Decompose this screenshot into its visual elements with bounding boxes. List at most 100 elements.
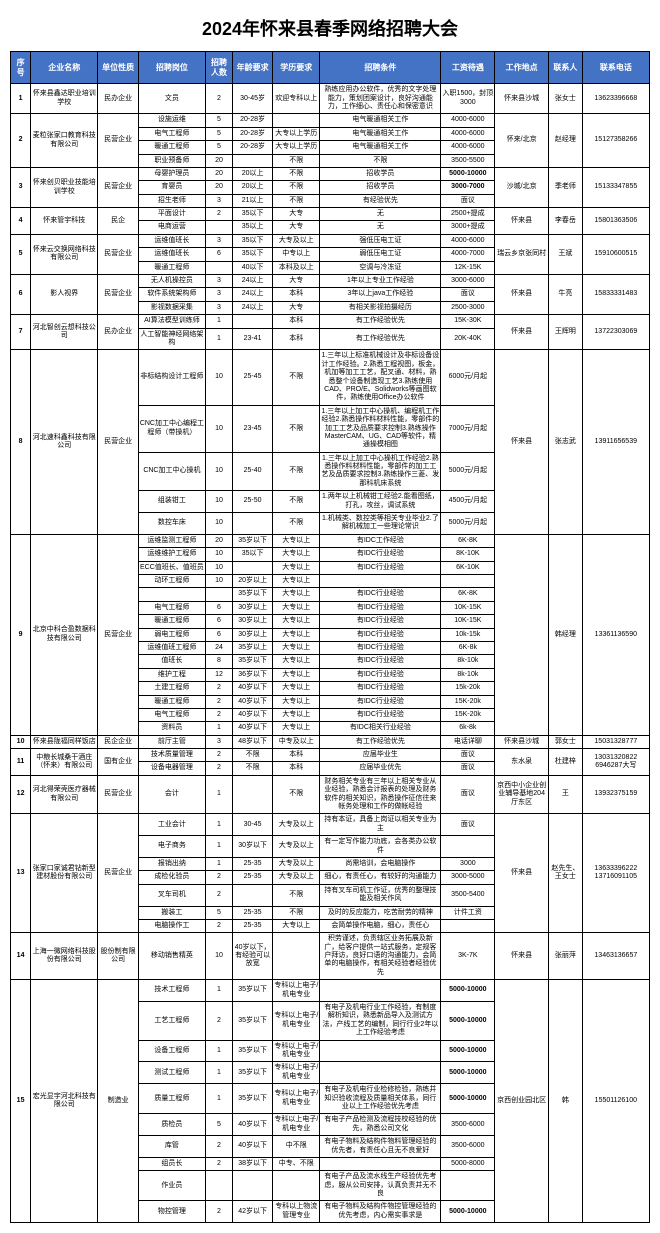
cell: 大专以上 — [273, 561, 320, 574]
cell: 10 — [206, 933, 233, 980]
cell: 3 — [206, 301, 233, 314]
cell: 库管 — [138, 1136, 205, 1158]
table-row: 15宏光显宇河北科技有限公司制造业技术工程师135岁以下专科以上电子/机电专业5… — [11, 980, 650, 1002]
cell: 3 — [206, 288, 233, 301]
cell: 10 — [206, 574, 233, 587]
cell: 非标结构设计工程师 — [138, 350, 205, 405]
cell: 不限 — [273, 167, 320, 180]
cell: 有电子产品检测及流程技校经验的优先，熟悉公司文化 — [320, 1114, 441, 1136]
cell: 有IDC行业经验 — [320, 601, 441, 614]
cell: 国有企业 — [98, 749, 138, 776]
cell: 大专以上 — [273, 641, 320, 654]
cell: 7000元/月起 — [441, 405, 495, 452]
cell: 民办企业 — [98, 84, 138, 114]
cell: 电商运营 — [138, 221, 205, 234]
cell: 3K-7K — [441, 933, 495, 980]
cell: 电气工程师 — [138, 601, 205, 614]
cell: 3000+提成 — [441, 221, 495, 234]
cell: 3500-6000 — [441, 1136, 495, 1158]
cell: 40岁以下 — [232, 708, 272, 721]
cell — [495, 534, 549, 735]
header-cell: 工资待遇 — [441, 52, 495, 84]
cell: 1 — [206, 836, 233, 858]
cell: 5000-10000 — [441, 167, 495, 180]
cell: 牛亮 — [549, 275, 583, 315]
cell: 30-45 — [232, 814, 272, 836]
cell — [441, 919, 495, 932]
cell: 5000-10000 — [441, 1062, 495, 1084]
cell: 有IDC行业经验 — [320, 588, 441, 601]
cell: 怀来县 — [495, 275, 549, 315]
cell: 大专以上 — [273, 668, 320, 681]
cell: 25-35 — [232, 906, 272, 919]
table-row: 3怀来创贝职业技能培训学校民营企业母婴护理员2020以上不限招收学员5000-1… — [11, 167, 650, 180]
cell: 2500-3000 — [441, 301, 495, 314]
cell: 大专 — [273, 275, 320, 288]
cell: 沙城/北京 — [495, 167, 549, 207]
cell: 民企企业 — [98, 735, 138, 748]
cell: 35以下 — [232, 234, 272, 247]
cell: 23-41 — [232, 328, 272, 350]
cell: 应届毕业生 — [320, 749, 441, 762]
cell: 民营企业 — [98, 350, 138, 534]
cell: 土建工程师 — [138, 682, 205, 695]
cell: 2 — [206, 762, 233, 775]
header-cell: 联系人 — [549, 52, 583, 84]
cell: 及时的反应能力，吃苦耐劳的精神 — [320, 906, 441, 919]
cell: 暖通工程师 — [138, 141, 205, 154]
cell: 有IDC行业经验 — [320, 628, 441, 641]
cell: 21以上 — [232, 194, 272, 207]
cell — [273, 933, 320, 980]
cell: 3500-6000 — [441, 1114, 495, 1136]
cell: 大专以上 — [273, 548, 320, 561]
cell: 2 — [206, 1157, 233, 1170]
cell: 动环工程师 — [138, 574, 205, 587]
cell: 5000-10000 — [441, 1040, 495, 1062]
cell: 7 — [11, 315, 31, 350]
table-row: 12河北得荣壳医疗器械有限公司民营企业会计1不限财务相关专业有三年以上相关专业从… — [11, 775, 650, 814]
cell: 面议 — [441, 749, 495, 762]
cell: 24 — [206, 641, 233, 654]
cell: 大专及以上 — [273, 836, 320, 858]
cell: 有工作经验优先 — [320, 328, 441, 350]
cell: 4 — [11, 208, 31, 235]
cell: 5000-10000 — [441, 980, 495, 1002]
cell: 不限 — [273, 513, 320, 535]
cell: 暖通工程师 — [138, 615, 205, 628]
cell: 怀来创贝职业技能培训学校 — [31, 167, 98, 207]
cell: 25-50 — [232, 491, 272, 513]
cell: 张丽萍 — [549, 933, 583, 980]
recruitment-table: 序号企业名称单位性质招聘岗位招聘人数年龄要求学历要求招聘条件工资待遇工作地点联系… — [10, 51, 650, 1223]
cell: 中专及以上 — [273, 735, 320, 748]
cell: 3年以上java工作经验 — [320, 288, 441, 301]
cell: 会计 — [138, 775, 205, 814]
cell: 40岁以下 — [232, 695, 272, 708]
table-row: 10怀来县陇福同样饭店民企企业前厅主管348岁以下中专及以上有工作经验优先电话详… — [11, 735, 650, 748]
cell: 大专以上 — [273, 695, 320, 708]
cell: 10 — [206, 548, 233, 561]
cell: 民营企业 — [98, 775, 138, 814]
cell: 30岁以上 — [232, 628, 272, 641]
cell — [441, 836, 495, 858]
cell: 招生老师 — [138, 194, 205, 207]
cell: 大专以上 — [273, 601, 320, 614]
cell: 细心，有责任心，有较好的沟通能力 — [320, 871, 441, 884]
cell: 有IDC行业经验 — [320, 668, 441, 681]
cell: 13911656539 — [582, 350, 649, 534]
cell: 4000-6000 — [441, 234, 495, 247]
cell: 20-28岁 — [232, 114, 272, 127]
cell: 弱低压电工证 — [320, 248, 441, 261]
cell: 30-45岁 — [232, 84, 272, 114]
cell: 10 — [206, 513, 233, 535]
header-row: 序号企业名称单位性质招聘岗位招聘人数年龄要求学历要求招聘条件工资待遇工作地点联系… — [11, 52, 650, 84]
cell: 制造业 — [98, 980, 138, 1223]
cell: 有IDC行业经验 — [320, 561, 441, 574]
cell: 2 — [206, 1002, 233, 1041]
cell: 麦粒张家口教育科技有限公司 — [31, 114, 98, 168]
cell: 14 — [11, 933, 31, 980]
cell: 有电子产品及流水线生产经验优先考虑，服从公司安排，认真负责并无不良 — [320, 1171, 441, 1201]
cell: 15127358266 — [582, 114, 649, 168]
cell: 大专 — [273, 221, 320, 234]
cell: 大专以上 — [273, 628, 320, 641]
cell: 40岁以下 — [232, 682, 272, 695]
